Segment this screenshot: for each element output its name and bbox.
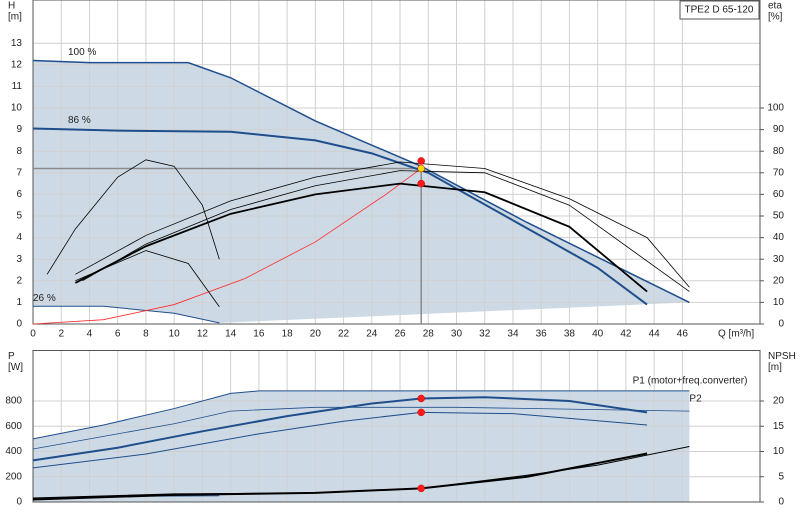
y-tick-label: 200 bbox=[5, 471, 22, 482]
y-axis-label: H bbox=[8, 1, 15, 12]
curve bbox=[32, 452, 648, 501]
operating-area bbox=[33, 60, 690, 323]
y2-tick-label: 0 bbox=[778, 497, 784, 508]
y-tick-label: 13 bbox=[11, 38, 23, 49]
x-axis-label: Q [m³/h] bbox=[718, 329, 754, 340]
curve-label: P2 bbox=[689, 394, 702, 405]
y2-tick-label: 5 bbox=[778, 471, 784, 482]
title-box bbox=[679, 0, 760, 20]
y2-axis-label: [m] bbox=[768, 362, 782, 373]
x-tick-label: 2 bbox=[58, 329, 64, 340]
x-tick-label: 8 bbox=[143, 329, 149, 340]
y-tick-label: 2 bbox=[16, 275, 22, 286]
y-tick-label: 7 bbox=[16, 167, 22, 178]
curve bbox=[32, 390, 690, 440]
x-tick-label: 24 bbox=[366, 329, 378, 340]
duty-point bbox=[417, 179, 425, 188]
duty-point bbox=[417, 164, 425, 173]
x-tick-label: 40 bbox=[592, 329, 604, 340]
x-tick-label: 42 bbox=[620, 329, 632, 340]
curve bbox=[74, 182, 648, 293]
y-tick-label: 6 bbox=[16, 189, 22, 200]
curve bbox=[32, 168, 422, 325]
x-tick-label: 18 bbox=[282, 329, 294, 340]
curve bbox=[32, 127, 648, 306]
y2-tick-label: 70 bbox=[773, 167, 785, 178]
x-tick-label: 34 bbox=[507, 329, 519, 340]
curve bbox=[32, 406, 690, 450]
y-axis-label: [W] bbox=[8, 362, 23, 373]
y-tick-label: 12 bbox=[11, 59, 23, 70]
chart-title: TPE2 D 65-120 bbox=[685, 5, 754, 16]
x-tick-label: 6 bbox=[115, 329, 121, 340]
y2-tick-label: 15 bbox=[773, 421, 785, 432]
curve bbox=[32, 411, 648, 469]
y-axis-label: [m] bbox=[8, 12, 22, 23]
curve bbox=[75, 250, 220, 307]
x-tick-label: 14 bbox=[225, 329, 237, 340]
y2-tick-label: 90 bbox=[773, 124, 785, 135]
y-tick-label: 10 bbox=[11, 103, 23, 114]
y2-axis-label: eta bbox=[768, 1, 782, 12]
x-tick-label: 32 bbox=[479, 329, 491, 340]
x-tick-label: 4 bbox=[87, 329, 93, 340]
y2-tick-label: 20 bbox=[773, 275, 785, 286]
y-tick-label: 0 bbox=[16, 497, 22, 508]
y2-tick-label: 100 bbox=[767, 103, 784, 114]
duty-point bbox=[417, 408, 425, 417]
y2-tick-label: 80 bbox=[773, 146, 785, 157]
y-axis-label: P bbox=[8, 351, 15, 362]
y-tick-label: 400 bbox=[5, 446, 22, 457]
x-tick-label: 26 bbox=[394, 329, 406, 340]
y2-tick-label: 10 bbox=[773, 297, 785, 308]
y-tick-label: 5 bbox=[16, 211, 22, 222]
duty-point bbox=[417, 394, 425, 403]
y-tick-label: 8 bbox=[16, 146, 22, 157]
x-tick-label: 16 bbox=[253, 329, 265, 340]
x-tick-label: 12 bbox=[197, 329, 209, 340]
duty-point bbox=[417, 484, 425, 493]
curve-label: 26 % bbox=[33, 293, 56, 304]
x-tick-label: 36 bbox=[536, 329, 548, 340]
curve-label: 86 % bbox=[68, 115, 91, 126]
y-tick-label: 0 bbox=[16, 319, 22, 330]
y2-tick-label: 10 bbox=[773, 446, 785, 457]
curve bbox=[46, 159, 220, 275]
x-tick-label: 28 bbox=[423, 329, 435, 340]
x-tick-label: 22 bbox=[338, 329, 350, 340]
y-tick-label: 9 bbox=[16, 124, 22, 135]
y2-axis-label: [%] bbox=[768, 12, 783, 23]
curve-label: 100 % bbox=[68, 47, 96, 58]
y-tick-label: 4 bbox=[16, 232, 22, 243]
y-tick-label: 800 bbox=[5, 396, 22, 407]
y2-axis-label: NPSH bbox=[768, 351, 796, 362]
curve bbox=[82, 170, 690, 292]
y-tick-label: 1 bbox=[16, 297, 22, 308]
y2-tick-label: 40 bbox=[773, 232, 785, 243]
x-tick-label: 44 bbox=[649, 329, 661, 340]
y2-tick-label: 60 bbox=[773, 189, 785, 200]
plot-frame bbox=[32, 350, 761, 503]
curve bbox=[33, 305, 220, 324]
x-tick-label: 20 bbox=[310, 329, 322, 340]
y-tick-label: 11 bbox=[12, 81, 23, 92]
y2-tick-label: 0 bbox=[778, 319, 784, 330]
x-tick-label: 30 bbox=[451, 329, 463, 340]
curve bbox=[32, 396, 648, 462]
x-tick-label: 38 bbox=[564, 329, 576, 340]
duty-point bbox=[417, 157, 425, 165]
y2-tick-label: 30 bbox=[773, 254, 785, 265]
y-tick-label: 3 bbox=[16, 254, 22, 265]
y-tick-label: 600 bbox=[5, 421, 22, 432]
plot-frame bbox=[32, 0, 761, 325]
x-tick-label: 10 bbox=[169, 329, 181, 340]
x-tick-label: 46 bbox=[677, 329, 689, 340]
curve bbox=[32, 59, 690, 304]
curve-label: P1 (motor+freq.converter) bbox=[633, 376, 748, 387]
y2-tick-label: 50 bbox=[773, 211, 785, 222]
x-tick-label: 0 bbox=[30, 329, 36, 340]
curve bbox=[75, 161, 690, 288]
y2-tick-label: 20 bbox=[773, 396, 785, 407]
